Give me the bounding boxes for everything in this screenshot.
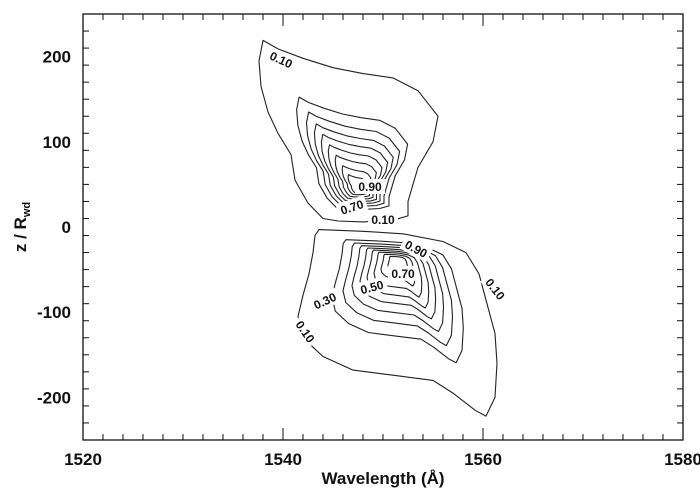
lower-lobe-contour-1 [297,229,498,417]
contour-label-bg [399,235,433,263]
axis-ticks [82,13,684,441]
contour-label-text: 0.50 [359,278,385,298]
contour-label-bg [355,178,385,194]
contour-label-text: 0.70 [339,197,366,218]
contour-label-bg [368,212,398,228]
contour-label-bg [308,287,342,314]
x-tick-label: 1580 [664,450,700,469]
upper-lobe-contour-4 [313,123,394,205]
lower-lobe-contour-3 [342,242,454,347]
lower-lobe-contour-8 [380,253,416,287]
x-tick-label: 1560 [464,450,502,469]
contour-label-bg [335,195,369,219]
upper-lobe-contour-7 [334,154,377,198]
lower-lobe-contour-7 [373,251,423,298]
contour-label-bg [480,272,511,306]
upper-lobe-contour-1 [258,39,439,223]
x-tick-label: 1520 [64,450,102,469]
x-tick-label: 1540 [264,450,302,469]
contour-lines [258,39,498,417]
contour-label-text: 0.90 [358,180,382,194]
y-tick-label: 200 [43,48,71,67]
contour-label: 0.90 [355,178,385,194]
contour-label: 0.30 [308,287,342,314]
contour-label-bg [264,46,298,73]
contour-label: 0.10 [290,314,321,349]
contour-label-bg [388,265,418,281]
contour-label-text: 0.10 [371,213,395,227]
y-axis-label: z / Rwd [11,202,33,252]
contour-label: 0.10 [480,272,511,306]
y-tick-label: -200 [37,388,71,407]
upper-lobe-contour-3 [305,111,401,207]
y-tick-label: -100 [37,303,71,322]
contour-label-bg [290,314,321,349]
upper-lobe-contour-2 [296,96,409,211]
lower-lobe-contour-2 [331,239,464,364]
contour-label-text: 0.70 [391,267,415,281]
y-axis-label-subscript: wd [21,202,33,218]
contour-label: 0.70 [388,265,418,281]
upper-lobe-contour-6 [327,144,383,200]
contour-label: 0.10 [368,212,398,228]
x-axis-label: Wavelength (Å) [321,469,444,488]
y-axis-label-main: z / R [11,217,30,252]
contour-label: 0.70 [335,195,369,219]
axis-tick-labels: 1520 1540 1560 1580 -200 -100 0 100 200 [37,48,700,469]
y-tick-label: 0 [62,218,71,237]
upper-lobe-contour-5 [320,133,389,203]
y-tick-label: 100 [43,133,71,152]
